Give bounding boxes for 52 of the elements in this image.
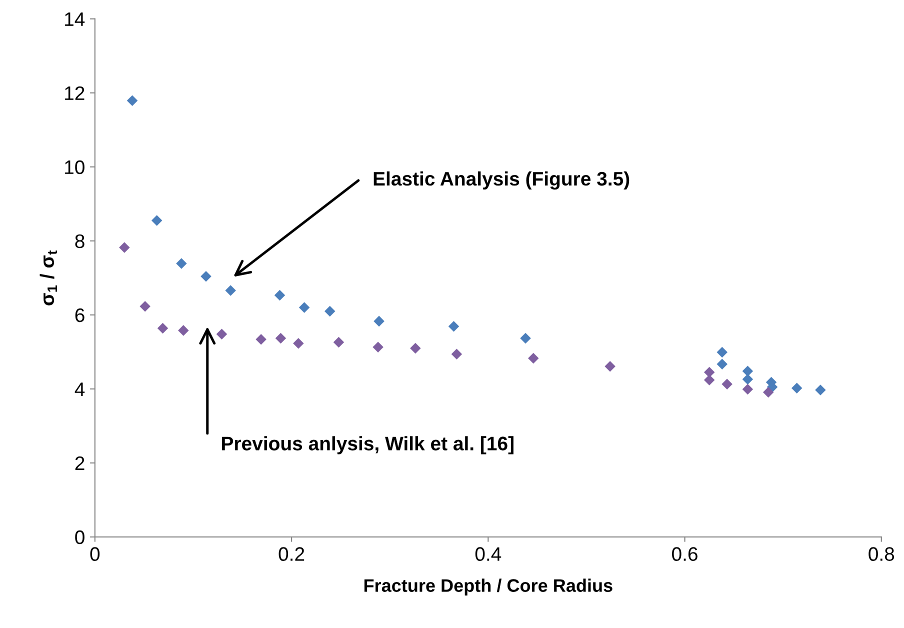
y-tick-label: 12 [65,86,84,100]
point [293,338,304,349]
point [324,306,336,317]
x-tick-label: 0.8 [868,547,894,561]
y-tick-label: 8 [75,234,84,248]
point [298,302,310,313]
point [410,342,421,354]
point [333,336,344,348]
point [372,342,384,352]
point [716,358,728,370]
annotation: Elastic Analysis (Figure 3.5) [374,171,630,190]
point [274,290,286,301]
y-axis-title: σ$_{1}$ / σ$_{t}$ [40,250,58,306]
y-tick-label: 4 [74,382,85,396]
point [791,382,802,394]
point [716,346,728,358]
point [722,378,732,390]
x-tick-label: 0.6 [672,547,698,561]
point [520,332,531,344]
point [704,374,715,386]
y-tick-label: 0 [75,530,84,544]
point [225,285,236,296]
point [157,322,168,334]
point [119,242,130,253]
point [151,215,162,226]
point [178,325,189,336]
point [451,348,462,360]
point [528,352,539,364]
point [374,316,384,327]
point [126,95,138,106]
point [742,366,754,377]
point [176,258,187,269]
annotation: Previous anlysis, Wilk et al. [16] [222,436,514,454]
x-axis-title: Fracture Depth / Core Radius [364,578,612,596]
point [742,374,754,385]
x-tick-label: 0.4 [475,547,502,561]
y-tick-label: 6 [75,308,84,322]
y-tick-label: 2 [75,456,84,470]
point [140,301,150,312]
point [216,328,228,340]
point [448,320,460,332]
point [275,332,286,344]
point [762,386,774,398]
point [200,271,212,282]
point [256,334,266,345]
point [742,384,754,395]
x-tick-label: 0 [90,547,100,561]
point [604,360,616,372]
y-tick-label: 14 [65,12,85,26]
x-tick-label: 0.2 [278,547,304,561]
y-tick-label: 10 [65,160,84,174]
point [815,384,826,396]
